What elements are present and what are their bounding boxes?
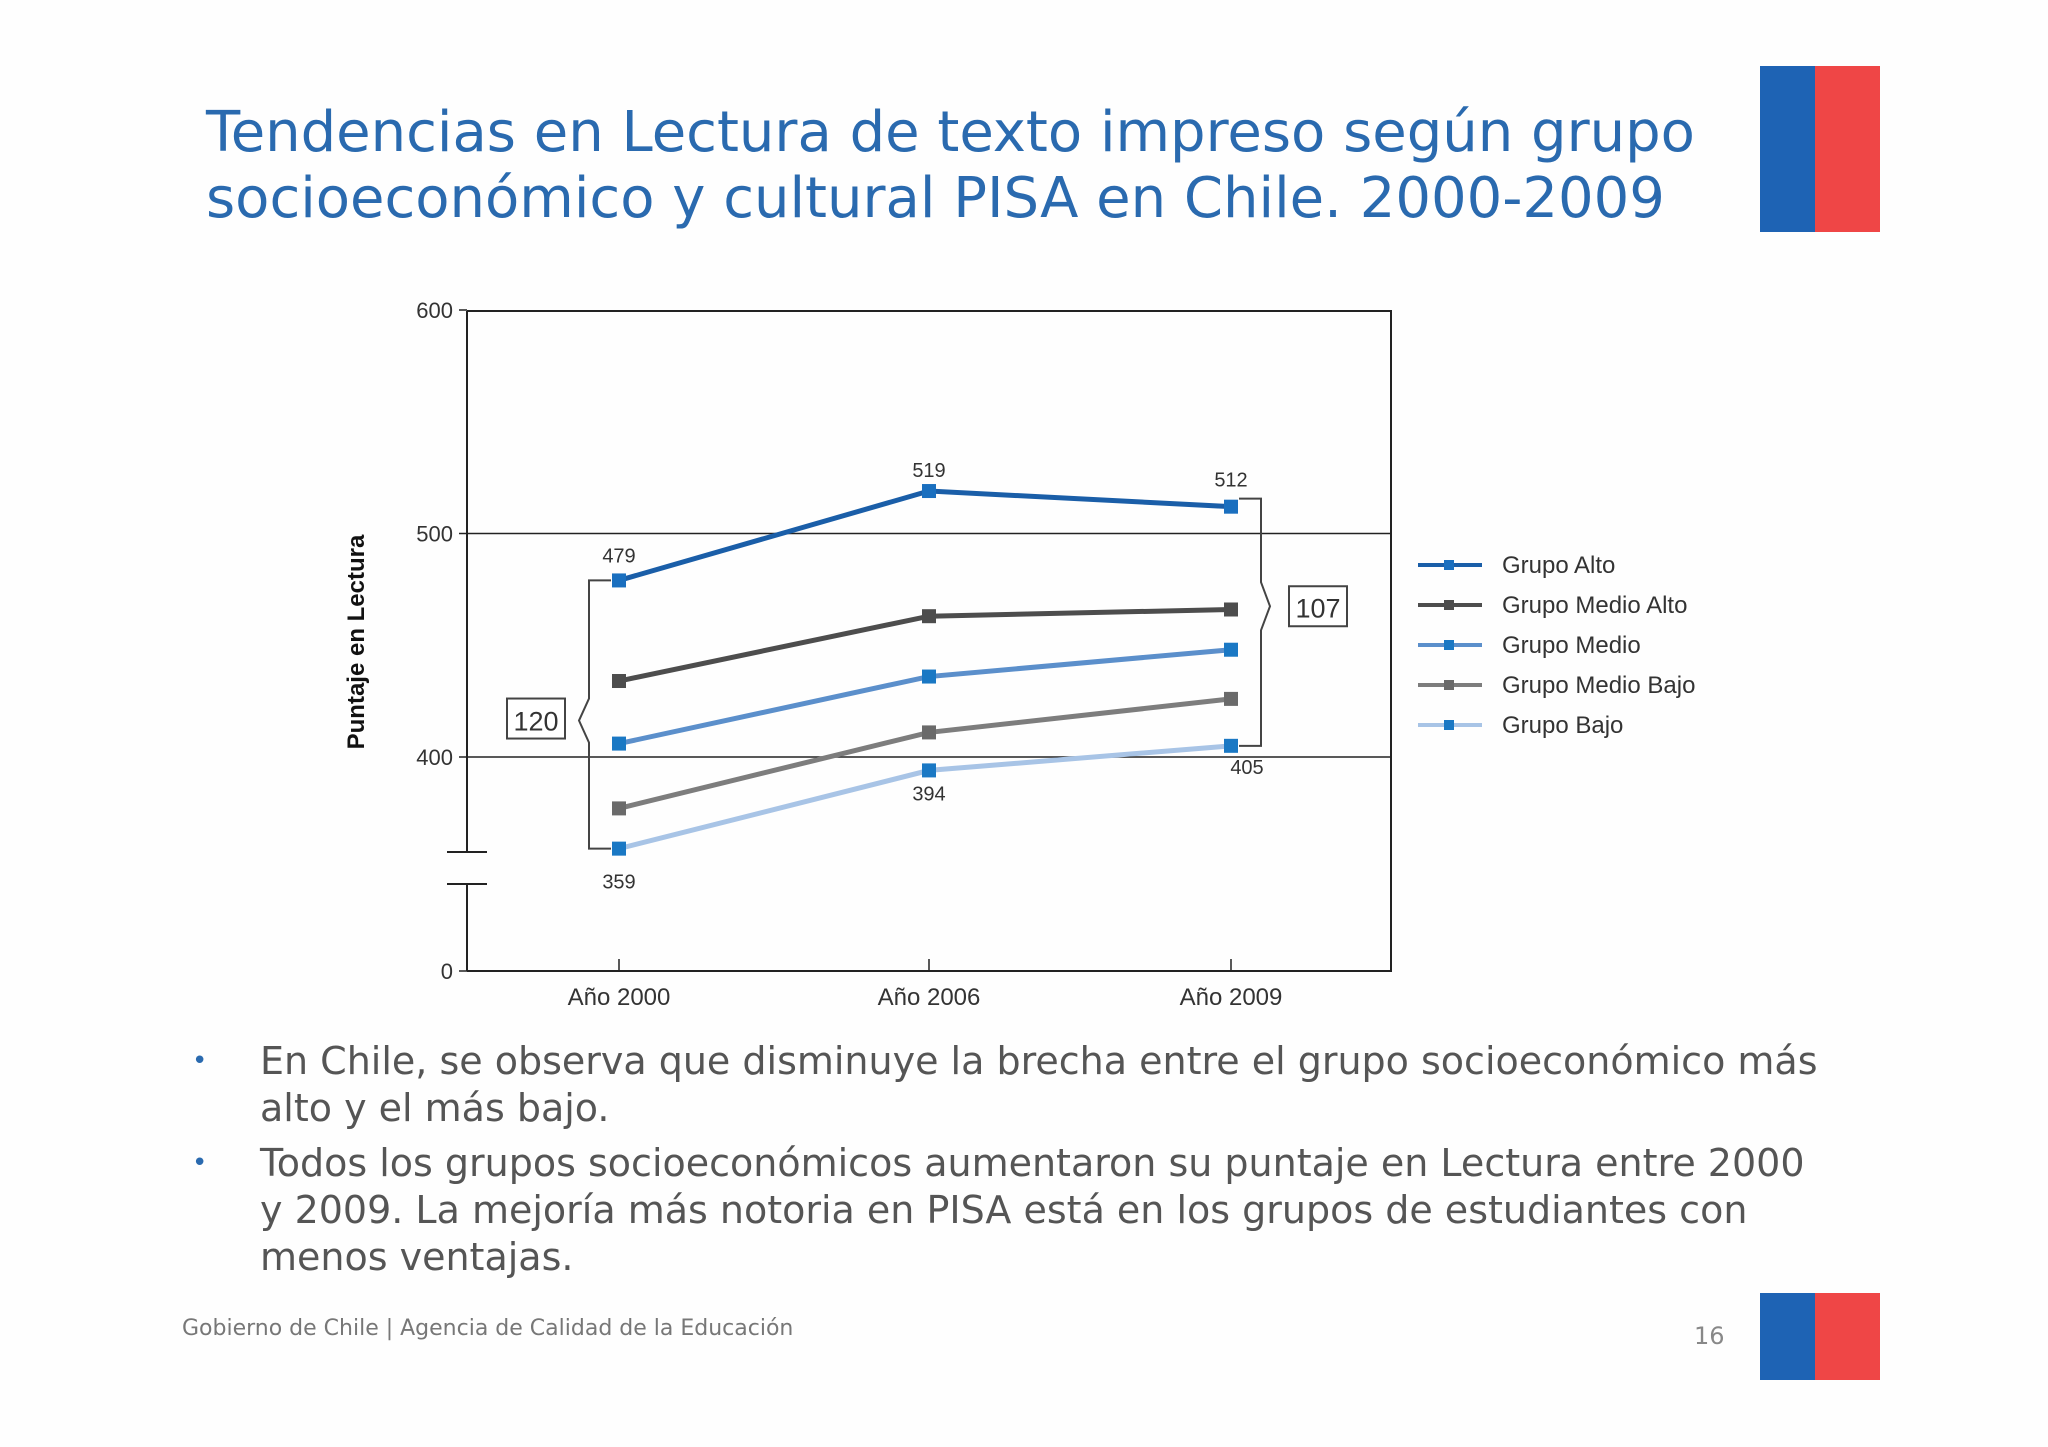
data-point (922, 725, 936, 740)
y-tick-label: 400 (416, 745, 453, 770)
legend-marker (1444, 680, 1454, 690)
legend-marker (1444, 560, 1454, 570)
legend-label: Grupo Medio Bajo (1502, 672, 1695, 699)
data-label: 479 (602, 545, 635, 567)
legend-label: Grupo Medio Alto (1502, 592, 1687, 619)
bullet-icon: • (192, 1148, 208, 1178)
bullet-text-1: En Chile, se observa que disminuye la br… (260, 1039, 1818, 1130)
footer-text: Gobierno de Chile | Agencia de Calidad d… (182, 1316, 794, 1341)
flag-blue-band (1760, 1293, 1815, 1380)
data-point (1224, 691, 1238, 706)
bullet-list: • En Chile, se observa que disminuye la … (186, 1038, 1826, 1289)
x-tick-label: Año 2006 (878, 984, 981, 1011)
data-point (612, 841, 626, 856)
data-label: 519 (912, 460, 945, 482)
legend-marker (1444, 720, 1454, 730)
bullet-icon: • (192, 1046, 208, 1076)
x-tick-label: Año 2009 (1180, 984, 1283, 1011)
y-tick-label: 0 (441, 959, 453, 984)
data-point (1224, 642, 1238, 657)
bullet-item-1: • En Chile, se observa que disminuye la … (186, 1038, 1826, 1132)
data-point (1224, 602, 1238, 617)
slide-title: Tendencias en Lectura de texto impreso s… (206, 100, 1706, 232)
gap-label-2000: 120 (513, 707, 558, 737)
flag-blue-band (1760, 66, 1815, 232)
data-point (922, 609, 936, 624)
page-number: 16 (1694, 1322, 1725, 1350)
bullet-item-2: • Todos los grupos socioeconómicos aumen… (186, 1140, 1826, 1281)
data-point (612, 674, 626, 689)
gap-bracket-2000 (577, 579, 611, 850)
slide-title-line-2: socioeconómico y cultural PISA en Chile.… (206, 166, 1665, 231)
chile-flag-logo-top (1760, 66, 1880, 232)
gap-label-box-2000 (506, 697, 566, 740)
slide-title-line-1: Tendencias en Lectura de texto impreso s… (206, 100, 1695, 165)
data-point (612, 801, 626, 816)
data-point (922, 669, 936, 684)
data-point (612, 736, 626, 751)
data-label: 512 (1214, 470, 1247, 492)
legend-label: Grupo Alto (1502, 552, 1615, 579)
data-point (1224, 738, 1238, 753)
y-axis-label: Puntaje en Lectura (343, 534, 370, 749)
x-tick-label: Año 2000 (568, 984, 671, 1011)
data-label: 394 (912, 783, 945, 805)
y-tick-label: 600 (416, 298, 453, 323)
legend-label: Grupo Medio (1502, 632, 1641, 659)
gap-label-box-2009 (1288, 585, 1348, 628)
gap-bracket-2009 (1239, 497, 1272, 747)
chile-flag-logo-bottom (1760, 1293, 1880, 1380)
data-label: 359 (602, 872, 635, 894)
series-line (618, 488, 1232, 583)
data-label: 405 (1230, 757, 1263, 779)
flag-red-band (1815, 66, 1880, 232)
legend-marker (1444, 600, 1454, 610)
bullet-text-2: Todos los grupos socioeconómicos aumenta… (260, 1141, 1805, 1279)
gap-label-2009: 107 (1295, 593, 1340, 623)
legend-label: Grupo Bajo (1502, 712, 1623, 739)
data-point (922, 763, 936, 778)
flag-red-band (1815, 1293, 1880, 1380)
data-point (922, 484, 936, 499)
legend-marker (1444, 640, 1454, 650)
data-point (1224, 499, 1238, 514)
data-point (612, 573, 626, 588)
y-tick-label: 500 (416, 522, 453, 547)
